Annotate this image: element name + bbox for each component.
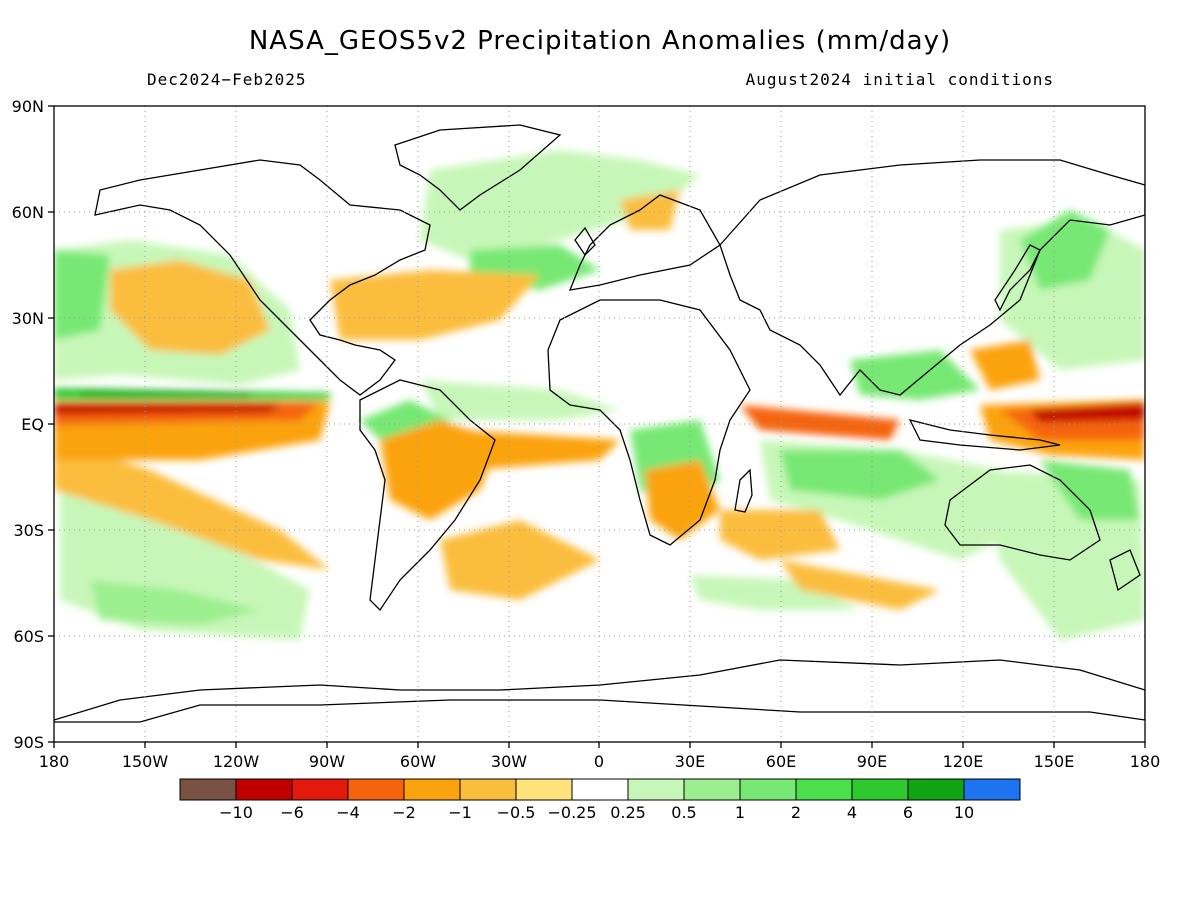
colorbar-label: −2: [392, 803, 416, 822]
longitude-labels: 180 150W 120W 90W 60W 30W 0 30E 60E 90E …: [39, 752, 1161, 771]
lat-label: EQ: [21, 415, 44, 434]
dry-area-atlantic-band: [460, 430, 620, 470]
lon-label: 30E: [675, 752, 705, 771]
lon-label: 180: [1130, 752, 1161, 771]
colorbar-label: −1: [448, 803, 472, 822]
gridlines: [54, 106, 1145, 742]
colorbar-swatch: [683, 778, 741, 801]
colorbar-label: 10: [954, 803, 974, 822]
dry-area-indian-ocean-band: [740, 405, 900, 440]
dry-area-south-pacific: [54, 440, 330, 570]
lat-label: 60N: [12, 203, 44, 222]
colorbar-label: 4: [847, 803, 857, 822]
wet-area-southern-ocean: [690, 575, 860, 610]
asia-outline: [719, 159, 1145, 397]
wet-area-arctic: [420, 150, 700, 265]
colorbar-label: 1: [735, 803, 745, 822]
africa-outline: [547, 299, 751, 546]
dry-area-north-europe: [620, 190, 680, 230]
dry-area-southern-indian: [780, 560, 940, 610]
australia-outline: [944, 464, 1101, 561]
colorbar-label: 6: [903, 803, 913, 822]
lat-label: 60S: [13, 627, 44, 646]
season-label: Dec2024−Feb2025: [147, 70, 307, 89]
colorbar: −10 −6 −4 −2 −1 −0.5 −0.25 0.25 0.5 1 2 4 6 10: [179, 778, 1021, 822]
lon-label: 120E: [943, 752, 984, 771]
lon-label: 60W: [400, 752, 436, 771]
colorbar-label: −6: [280, 803, 304, 822]
lon-label: 150E: [1034, 752, 1075, 771]
dry-area-southern-africa: [645, 460, 720, 540]
colorbar-swatch: [795, 778, 853, 801]
wet-band-south-pacific: [90, 580, 260, 625]
japan-outline: [994, 244, 1041, 312]
dry-area-south-atlantic: [440, 520, 600, 600]
initial-conditions-label: August2024 initial conditions: [745, 70, 1054, 89]
lon-label: 90E: [857, 752, 887, 771]
colorbar-label: −0.25: [547, 803, 596, 822]
dry-band-equatorial-pacific-core: [54, 404, 280, 414]
colorbar-label: 2: [791, 803, 801, 822]
lon-label: 150W: [122, 752, 169, 771]
europe-outline: [568, 194, 721, 291]
lon-label: 120W: [213, 752, 260, 771]
map-title: NASA_GEOS5v2 Precipitation Anomalies (mm…: [248, 26, 952, 56]
wet-area-australia-north: [1040, 460, 1140, 520]
latitude-labels: 90N 60N 30N EQ 30S 60S 90S: [12, 97, 44, 752]
wet-area-indian-east: [780, 450, 940, 500]
wet-band-north-pacific: [54, 250, 110, 340]
madagascar-outline: [734, 468, 753, 513]
wet-band-itcz-north-core: [80, 391, 250, 397]
wet-area-atlantic-tropical: [420, 380, 620, 420]
colorbar-swatch: [907, 778, 965, 801]
colorbar-swatch: [403, 778, 461, 801]
south-america-outline: [359, 379, 496, 612]
wet-area-northeast-asia: [1020, 210, 1110, 290]
lon-label: 180: [39, 752, 70, 771]
lat-label: 30S: [13, 521, 44, 540]
lon-label: 30W: [491, 752, 527, 771]
lon-label: 60E: [766, 752, 796, 771]
antarctica-outline: [54, 659, 1145, 723]
wet-area-maritime: [850, 350, 980, 400]
dry-area-northeast-pacific: [110, 260, 270, 355]
colorbar-swatch: [851, 778, 909, 801]
colorbar-swatch: [515, 778, 573, 801]
colorbar-swatch: [347, 778, 405, 801]
colorbar-label: 0.5: [671, 803, 696, 822]
colorbar-swatch: [291, 778, 349, 801]
north-america-outline: [94, 159, 431, 396]
colorbar-label: −10: [219, 803, 253, 822]
colorbar-swatch: [459, 778, 517, 801]
colorbar-swatch: [963, 778, 1021, 801]
dry-area-south-china-sea: [970, 340, 1040, 390]
dry-area-north-atlantic: [330, 270, 540, 340]
dry-area-indian-south: [720, 510, 840, 560]
colorbar-label: 0.25: [610, 803, 646, 822]
colorbar-swatch: [627, 778, 685, 801]
colorbar-swatch: [739, 778, 797, 801]
lat-label: 30N: [12, 309, 44, 328]
colorbar-label: −4: [336, 803, 360, 822]
uk-outline: [574, 226, 596, 257]
colorbar-swatch: [179, 778, 237, 801]
colorbar-label: −0.5: [497, 803, 536, 822]
dry-band-west-pacific-core: [1030, 403, 1145, 422]
lon-label: 0: [594, 752, 604, 771]
colorbar-swatch: [571, 778, 629, 801]
lat-label: 90S: [13, 733, 44, 752]
colorbar-swatch: [235, 778, 293, 801]
greenland-outline: [394, 124, 562, 211]
lat-label: 90N: [12, 97, 44, 116]
tick-marks: [48, 105, 1146, 748]
new-zealand-outline: [1109, 549, 1141, 592]
lon-label: 90W: [309, 752, 345, 771]
